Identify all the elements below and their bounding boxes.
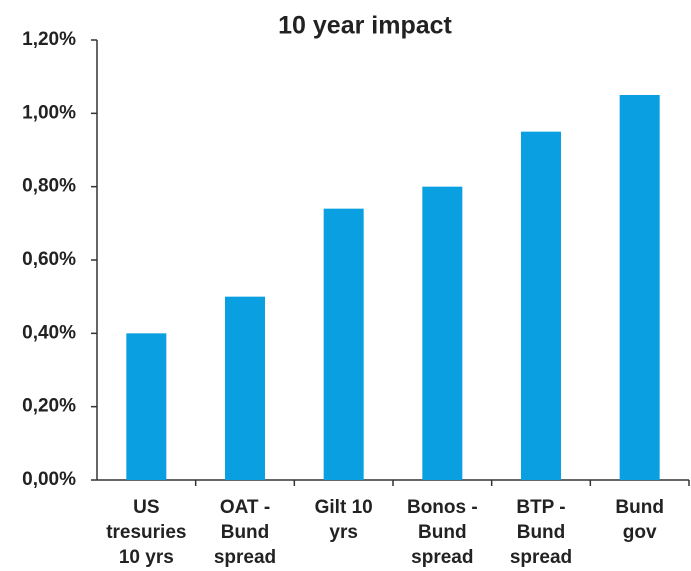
- bar: [521, 131, 561, 480]
- y-tick-label: 1,20%: [22, 29, 76, 50]
- x-tick-label: tresuries: [106, 522, 186, 543]
- bar: [225, 296, 265, 480]
- chart-title: 10 year impact: [278, 12, 452, 40]
- y-tick-label: 1,00%: [22, 102, 76, 123]
- x-tick-label: Bund: [615, 497, 664, 518]
- bar: [422, 186, 463, 480]
- y-tick-label: 0,60%: [22, 249, 76, 270]
- y-tick-label: 0,20%: [22, 396, 76, 417]
- y-tick-label: 0,00%: [22, 469, 76, 490]
- x-tick-label: US: [133, 497, 159, 518]
- x-tick-label: Bund: [517, 522, 566, 543]
- x-tick-label: spread: [214, 547, 276, 568]
- x-tick-label: 10 yrs: [119, 547, 174, 568]
- x-tick-label: Bonos -: [407, 497, 478, 518]
- y-tick-label: 0,40%: [22, 322, 76, 343]
- x-tick-label: Bund: [418, 522, 467, 543]
- x-tick-label: spread: [510, 547, 572, 568]
- bar: [619, 95, 660, 480]
- x-tick-label: Gilt 10: [315, 497, 373, 518]
- x-tick-label: yrs: [329, 522, 358, 543]
- x-tick-label: Bund: [221, 522, 270, 543]
- bar: [126, 333, 167, 480]
- x-tick-label: spread: [411, 547, 473, 568]
- x-tick-label: OAT -: [220, 497, 270, 518]
- bar: [323, 208, 364, 480]
- y-tick-label: 0,80%: [22, 176, 76, 197]
- x-tick-label: BTP -: [516, 497, 565, 518]
- x-tick-label: gov: [623, 522, 657, 543]
